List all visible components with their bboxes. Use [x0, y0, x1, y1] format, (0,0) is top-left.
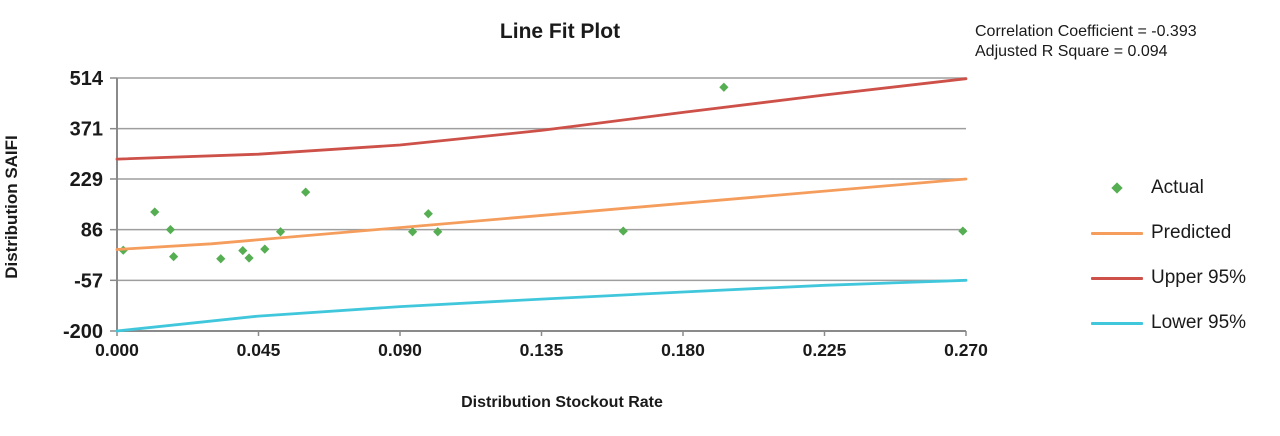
svg-text:0.270: 0.270	[944, 340, 988, 360]
svg-text:0.000: 0.000	[95, 340, 139, 360]
stats-annotation: Correlation Coefficient = -0.393 Adjuste…	[975, 22, 1197, 62]
legend-item-upper-95: Upper 95%	[1091, 267, 1246, 289]
legend: Actual Predicted Upper 95% Lower 95%	[1091, 177, 1246, 357]
svg-text:-57: -57	[74, 270, 103, 292]
adjusted-r-square-text: Adjusted R Square = 0.094	[975, 43, 1168, 60]
legend-label-upper-95: Upper 95%	[1151, 267, 1247, 288]
legend-item-lower-95: Lower 95%	[1091, 312, 1246, 334]
svg-text:229: 229	[70, 169, 103, 191]
y-axis-title: Distribution SAIFI	[2, 135, 21, 279]
svg-text:514: 514	[70, 68, 104, 90]
legend-item-predicted: Predicted	[1091, 222, 1246, 244]
svg-text:0.090: 0.090	[378, 340, 422, 360]
upper-95-line-marker-icon	[1091, 276, 1143, 280]
svg-text:86: 86	[81, 220, 103, 242]
svg-text:0.225: 0.225	[803, 340, 847, 360]
correlation-coefficient-text: Correlation Coefficient = -0.393	[975, 23, 1197, 40]
svg-text:371: 371	[70, 119, 103, 141]
svg-text:-200: -200	[63, 321, 103, 343]
legend-label-lower-95: Lower 95%	[1151, 312, 1247, 333]
svg-text:0.045: 0.045	[237, 340, 281, 360]
legend-label-predicted: Predicted	[1151, 222, 1232, 243]
actual-diamond-marker-icon	[1091, 182, 1143, 194]
x-axis-title: Distribution Stockout Rate	[461, 394, 663, 411]
legend-item-actual: Actual	[1091, 177, 1246, 199]
predicted-line-marker-icon	[1091, 231, 1143, 235]
svg-text:0.180: 0.180	[661, 340, 705, 360]
svg-text:0.135: 0.135	[520, 340, 564, 360]
legend-label-actual: Actual	[1151, 177, 1204, 198]
lower-95-line-marker-icon	[1091, 321, 1143, 325]
chart-title: Line Fit Plot	[499, 20, 621, 43]
